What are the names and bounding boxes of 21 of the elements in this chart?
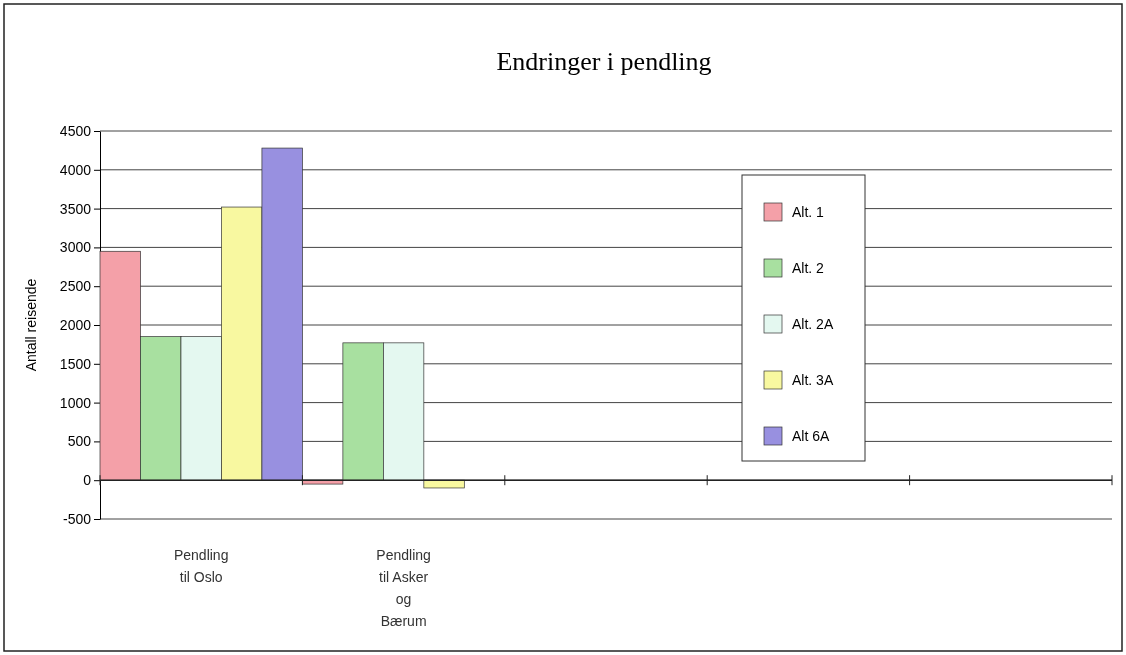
x-tick-label: Pendling til Oslo [173,547,229,585]
y-tick-label: 4500 [59,122,92,139]
legend-label: Alt. 3A [792,372,834,388]
legend-label: Alt. 1 [792,204,825,220]
y-tick-label: 3000 [59,239,92,256]
y-tick-label: 1000 [59,394,92,411]
legend-label: Alt. 2A [792,316,834,332]
y-tick-label: 1500 [59,355,92,372]
legend-label: Alt. 2 [792,260,825,276]
chart-title: Endringer i pendling [496,47,712,76]
bar [423,479,465,489]
y-tick-label: 500 [67,433,92,450]
x-tick-label: Pendling til Asker og Bærum [376,547,431,629]
y-axis-title: Antall reisende [23,278,39,372]
y-tick-label: 2000 [59,316,92,333]
y-tick-label: 3500 [59,200,92,217]
legend-label: Alt 6A [792,428,831,444]
y-tick-label: 0 [83,472,92,489]
y-tick-label: -500 [62,510,92,527]
y-tick-label: 2500 [59,278,92,295]
y-tick-label: 4000 [59,161,92,178]
